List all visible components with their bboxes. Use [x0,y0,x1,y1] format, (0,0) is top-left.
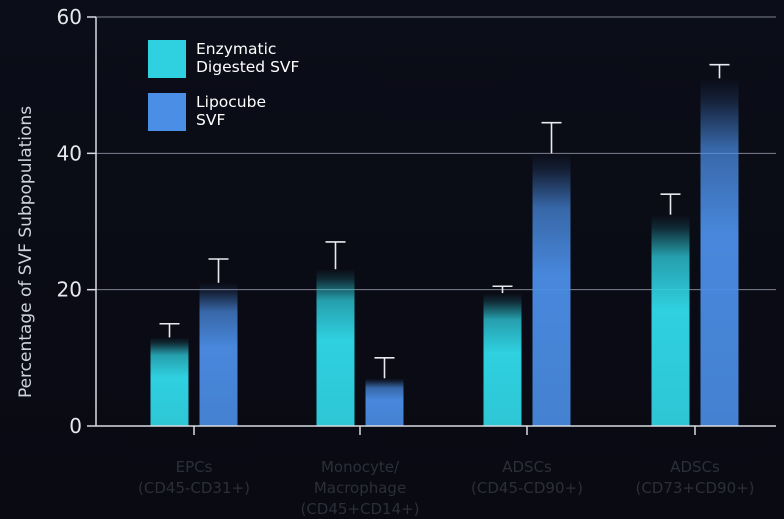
x-tick-label: ADSCs [502,458,552,476]
y-tick-label: 0 [69,414,82,438]
legend-label: Lipocube [196,93,266,111]
x-tick-label: Macrophage [314,479,406,497]
x-tick-label: EPCs [176,458,213,476]
bar [365,378,404,426]
legend-swatch [148,40,186,78]
x-tick-label: (CD45+CD14+) [300,500,419,518]
x-tick-label: (CD73+CD90+) [635,479,754,497]
bar [150,337,189,426]
legend-label: SVF [196,111,225,129]
bar [316,269,355,426]
y-tick-label: 20 [57,278,82,302]
y-tick-label: 40 [57,141,82,165]
x-tick-label: Monocyte/ [321,458,400,476]
x-tick-label: (CD45-CD31+) [138,479,250,497]
legend-swatch [148,93,186,131]
bar [651,214,690,426]
bar [483,293,522,426]
bars [150,78,739,427]
error-bars [159,63,730,379]
x-tick-label: ADSCs [670,458,720,476]
legend-label: Enzymatic [196,40,276,58]
bar [532,153,571,427]
y-tick-label: 60 [57,5,82,29]
y-axis-label: Percentage of SVF Subpopulations [16,106,36,398]
axes: 0 20 40 60 EPCs (CD45-CD31+) Monocyte/Macropha… [57,5,776,518]
bar [199,282,238,426]
bar [700,78,739,426]
x-tick-label: (CD45-CD90+) [471,479,583,497]
legend-label: Digested SVF [196,58,300,76]
